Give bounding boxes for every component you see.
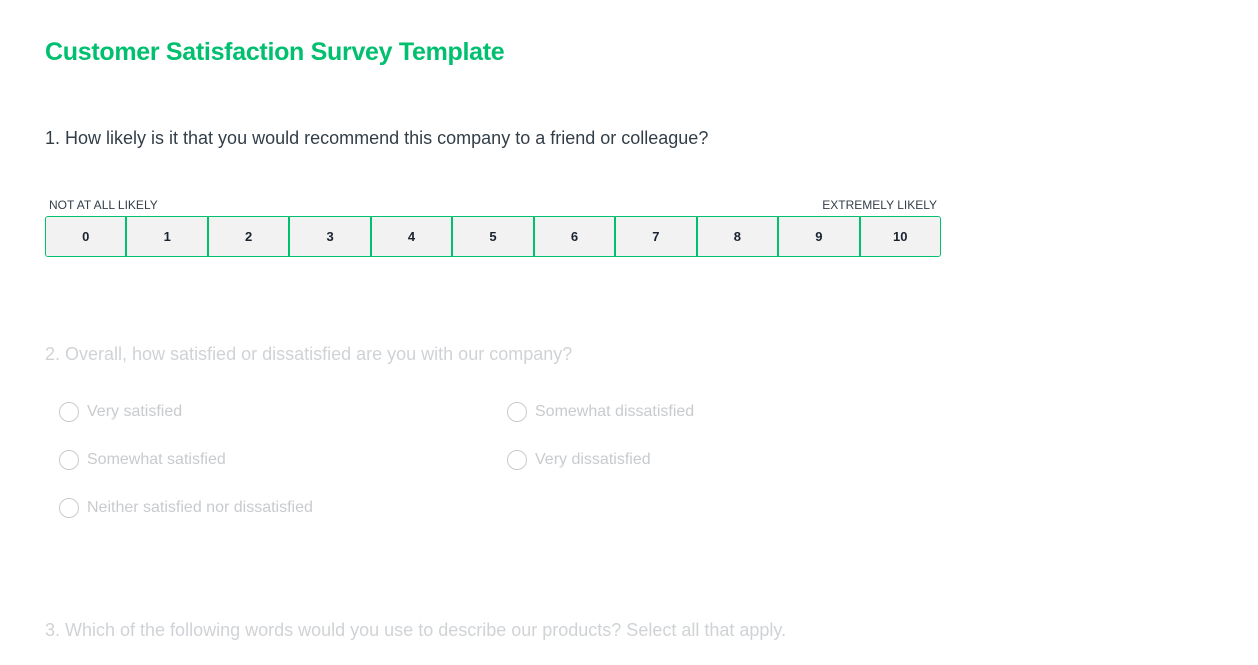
- question-2-text: 2. Overall, how satisfied or dissatisfie…: [45, 344, 573, 364]
- scale-option-4[interactable]: 4: [371, 217, 454, 256]
- radio-option[interactable]: Neither satisfied nor dissatisfied: [59, 498, 313, 518]
- scale-option-7[interactable]: 7: [616, 217, 698, 256]
- option-label: Somewhat satisfied: [87, 451, 226, 468]
- radio-option[interactable]: Somewhat dissatisfied: [507, 402, 694, 422]
- question-3-text: 3. Which of the following words would yo…: [45, 620, 787, 640]
- option-label: Neither satisfied nor dissatisfied: [87, 499, 313, 516]
- scale-option-2[interactable]: 2: [208, 217, 291, 256]
- question-1-text: 1. How likely is it that you would recom…: [45, 128, 709, 148]
- scale-option-8[interactable]: 8: [697, 217, 780, 256]
- scale-option-0[interactable]: 0: [46, 217, 128, 256]
- radio-icon[interactable]: [507, 450, 527, 470]
- radio-option[interactable]: Somewhat satisfied: [59, 450, 226, 470]
- radio-icon[interactable]: [59, 498, 79, 518]
- radio-icon[interactable]: [507, 402, 527, 422]
- option-label: Very satisfied: [87, 403, 183, 420]
- scale-option-9[interactable]: 9: [779, 217, 861, 256]
- scale-option-10[interactable]: 10: [860, 217, 940, 256]
- option-label: Very dissatisfied: [535, 451, 651, 468]
- scale-option-3[interactable]: 3: [290, 217, 372, 256]
- scale-option-5[interactable]: 5: [453, 217, 535, 256]
- radio-icon[interactable]: [59, 450, 79, 470]
- radio-option[interactable]: Very satisfied: [59, 402, 182, 422]
- nps-scale: 0 1 2 3 4 5 6 7 8 9 10: [45, 216, 941, 257]
- option-label: Somewhat dissatisfied: [535, 403, 695, 420]
- scale-option-6[interactable]: 6: [534, 217, 617, 256]
- scale-option-1[interactable]: 1: [127, 217, 209, 256]
- survey-title: Customer Satisfaction Survey Template: [45, 38, 505, 66]
- scale-low-label: NOT AT ALL LIKELY: [49, 198, 158, 212]
- radio-option[interactable]: Very dissatisfied: [507, 450, 651, 470]
- scale-high-label: EXTREMELY LIKELY: [822, 198, 937, 212]
- radio-icon[interactable]: [59, 402, 79, 422]
